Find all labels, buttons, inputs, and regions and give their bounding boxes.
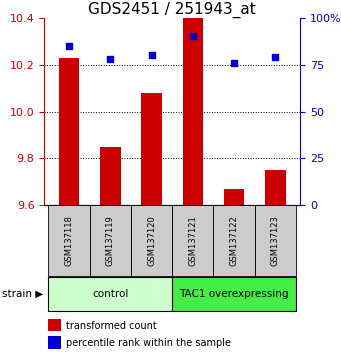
Bar [213,205,255,276]
Bar [131,205,172,276]
Bar [90,205,131,276]
Point [190,34,195,39]
Bar [172,277,296,311]
Text: transformed count: transformed count [66,321,157,331]
Text: GSM137120: GSM137120 [147,215,156,266]
Title: GDS2451 / 251943_at: GDS2451 / 251943_at [88,1,256,18]
Bar [59,58,79,205]
Bar [224,189,244,205]
Point [66,43,72,48]
Point [231,60,237,65]
Text: strain ▶: strain ▶ [2,289,43,299]
Text: GSM137123: GSM137123 [271,215,280,266]
Bar [141,93,162,205]
Bar [100,147,121,205]
Bar [265,170,286,205]
Text: GSM137118: GSM137118 [64,215,74,266]
Point [149,52,154,58]
Bar [48,205,90,276]
Point [108,56,113,62]
Bar [48,277,172,311]
Bar [255,205,296,276]
Bar [172,205,213,276]
Point [272,54,278,60]
Text: percentile rank within the sample: percentile rank within the sample [66,338,232,348]
Bar [182,18,203,205]
Text: TAC1 overexpressing: TAC1 overexpressing [179,289,289,299]
Text: GSM137119: GSM137119 [106,215,115,266]
Text: control: control [92,289,129,299]
Text: GSM137121: GSM137121 [188,215,197,266]
Text: GSM137122: GSM137122 [229,215,239,266]
